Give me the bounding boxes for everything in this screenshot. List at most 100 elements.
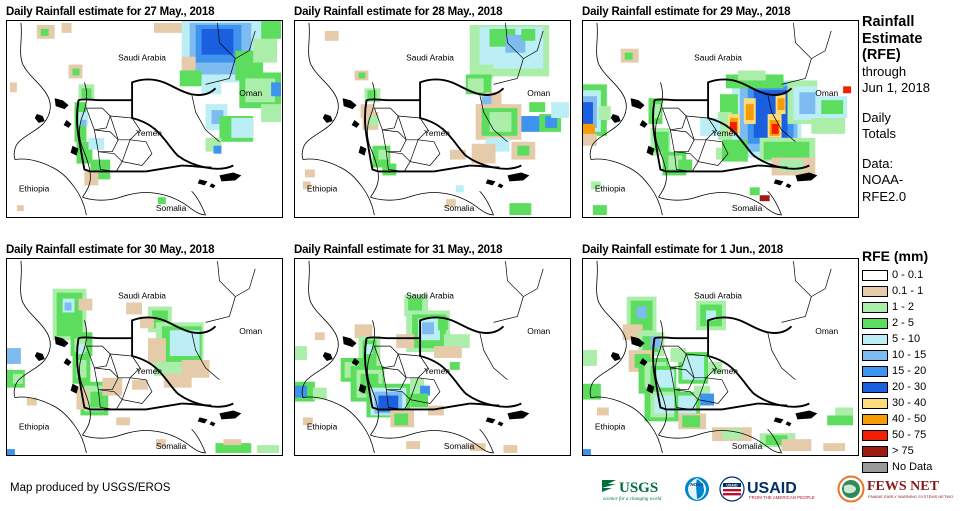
- fewsnet-logo[interactable]: FEWS NET FAMINE EARLY WARNING SYSTEMS NE…: [837, 474, 953, 504]
- svg-text:FROM THE AMERICAN PEOPLE: FROM THE AMERICAN PEOPLE: [749, 495, 815, 500]
- legend-label: No Data: [892, 460, 933, 473]
- legend-swatch: [862, 333, 888, 345]
- legend-label: > 75: [892, 444, 914, 457]
- legend-label: 30 - 40: [892, 396, 927, 409]
- legend-label: 10 - 15: [892, 348, 927, 361]
- label-yemen: Yemen: [712, 128, 738, 138]
- map-place-labels: Saudi Arabia Oman Yemen Ethiopia Somalia: [307, 291, 551, 451]
- legend-swatch: [862, 413, 888, 425]
- yemen-border: [76, 78, 234, 173]
- panel-28-may: Daily Rainfall estimate for 28 May., 201…: [294, 5, 571, 218]
- info-through: through: [862, 63, 907, 79]
- legend-item: 30 - 40: [862, 395, 967, 411]
- islands: [322, 336, 530, 427]
- legend-label: 0 - 0.1: [892, 268, 924, 281]
- noaa-logo[interactable]: NOAA: [683, 474, 711, 504]
- map-frame[interactable]: Saudi Arabia Oman Yemen Ethiopia Somalia: [6, 20, 283, 218]
- label-ethiopia: Ethiopia: [19, 421, 50, 431]
- svg-text:FEWS NET: FEWS NET: [867, 479, 940, 494]
- legend-swatch: [862, 317, 888, 329]
- legend-label: 5 - 10: [892, 332, 921, 345]
- legend-swatch: [862, 381, 888, 393]
- admin-boundaries: [85, 22, 256, 172]
- label-oman: Oman: [815, 88, 838, 98]
- legend-swatch: [862, 461, 888, 473]
- map-frame[interactable]: Saudi Arabia Oman Yemen Ethiopia Somalia: [294, 258, 571, 456]
- legend-swatch: [862, 301, 888, 313]
- legend-item: 50 - 75: [862, 427, 967, 443]
- legend-label: 1 - 2: [892, 300, 915, 313]
- panel-30-may: Daily Rainfall estimate for 30 May., 201…: [6, 243, 283, 456]
- panel-title: Daily Rainfall estimate for 31 May., 201…: [294, 244, 503, 256]
- coastlines: [301, 22, 494, 216]
- info-column: Rainfall Estimate (RFE) through Jun 1, 2…: [862, 14, 967, 205]
- admin-boundaries: [85, 260, 256, 410]
- map-frame[interactable]: Saudi Arabia Oman Yemen Ethiopia Somalia: [294, 20, 571, 218]
- islands: [34, 336, 242, 427]
- panel-title: Daily Rainfall estimate for 27 May., 201…: [6, 6, 215, 18]
- label-saudi-arabia: Saudi Arabia: [406, 291, 454, 301]
- info-data-source-1: NOAA-: [862, 172, 904, 187]
- info-daily: Daily: [862, 109, 891, 125]
- label-somalia: Somalia: [732, 441, 763, 451]
- label-oman: Oman: [527, 326, 550, 336]
- legend-item: > 75: [862, 443, 967, 459]
- label-saudi-arabia: Saudi Arabia: [118, 291, 166, 301]
- map-frame[interactable]: Saudi Arabia Oman Yemen Ethiopia Somalia: [582, 20, 859, 218]
- info-spacer-2: [862, 143, 967, 156]
- legend-title: RFE (mm): [862, 248, 929, 264]
- label-ethiopia: Ethiopia: [19, 183, 50, 193]
- coastlines: [589, 260, 782, 454]
- map-credit: Map produced by USGS/EROS: [10, 482, 171, 494]
- info-title-line-2: Estimate: [862, 30, 923, 47]
- map-frame[interactable]: Saudi Arabia Oman Yemen Ethiopia Somalia: [582, 258, 859, 456]
- label-somalia: Somalia: [732, 203, 763, 213]
- islands: [610, 98, 818, 189]
- islands: [610, 336, 818, 427]
- coastlines: [589, 22, 782, 216]
- legend-item: 20 - 30: [862, 379, 967, 395]
- panel-1-jun: Daily Rainfall estimate for 1 Jun., 2018: [582, 243, 859, 456]
- panel-title: Daily Rainfall estimate for 28 May., 201…: [294, 6, 503, 18]
- yemen-border: [364, 316, 522, 411]
- legend-swatch: [862, 285, 888, 297]
- legend-swatch: [862, 445, 888, 457]
- legend-label: 2 - 5: [892, 316, 915, 329]
- label-oman: Oman: [815, 326, 838, 336]
- usaid-logo[interactable]: USAID USAID FROM THE AMERICAN PEOPLE: [718, 474, 830, 504]
- label-yemen: Yemen: [136, 366, 162, 376]
- info-data-label: Data:: [862, 155, 894, 171]
- svg-text:USAID: USAID: [726, 484, 738, 488]
- map-frame[interactable]: Saudi Arabia Oman Yemen Ethiopia Somalia: [6, 258, 283, 456]
- legend-label: 0.1 - 1: [892, 284, 924, 297]
- svg-text:USGS: USGS: [619, 480, 658, 496]
- legend-item: 10 - 15: [862, 347, 967, 363]
- label-somalia: Somalia: [156, 441, 187, 451]
- label-saudi-arabia: Saudi Arabia: [694, 291, 742, 301]
- info-title-line-3: (RFE): [862, 47, 901, 63]
- admin-boundaries: [661, 260, 832, 410]
- label-somalia: Somalia: [444, 441, 475, 451]
- label-saudi-arabia: Saudi Arabia: [694, 53, 742, 63]
- label-oman: Oman: [527, 88, 550, 98]
- legend-label: 20 - 30: [892, 380, 927, 393]
- coastlines: [301, 260, 494, 454]
- rainfall-map: Saudi Arabia Oman Yemen Ethiopia Somalia: [295, 260, 551, 454]
- legend-swatch: [862, 365, 888, 377]
- admin-boundaries: [661, 22, 832, 172]
- usgs-logo[interactable]: USGS science for a changing world: [600, 474, 676, 504]
- legend-item: 40 - 50: [862, 411, 967, 427]
- yemen-border: [364, 78, 522, 173]
- map-place-labels: Saudi Arabia Oman Yemen Ethiopia Somalia: [595, 291, 839, 451]
- yemen-border: [652, 78, 810, 173]
- rain-raster: [583, 48, 852, 216]
- legend-label: 15 - 20: [892, 364, 927, 377]
- map-place-labels: Saudi Arabia Oman Yemen Ethiopia Somalia: [19, 291, 263, 451]
- legend-swatch: [862, 349, 888, 361]
- legend-item: 0.1 - 1: [862, 283, 967, 299]
- rainfall-map: Saudi Arabia Oman Yemen Ethiopia Somalia: [583, 22, 852, 216]
- label-somalia: Somalia: [444, 203, 475, 213]
- agency-logos: USGS science for a changing world NOAA U…: [600, 474, 953, 504]
- svg-text:USAID: USAID: [747, 480, 797, 497]
- label-saudi-arabia: Saudi Arabia: [118, 53, 166, 63]
